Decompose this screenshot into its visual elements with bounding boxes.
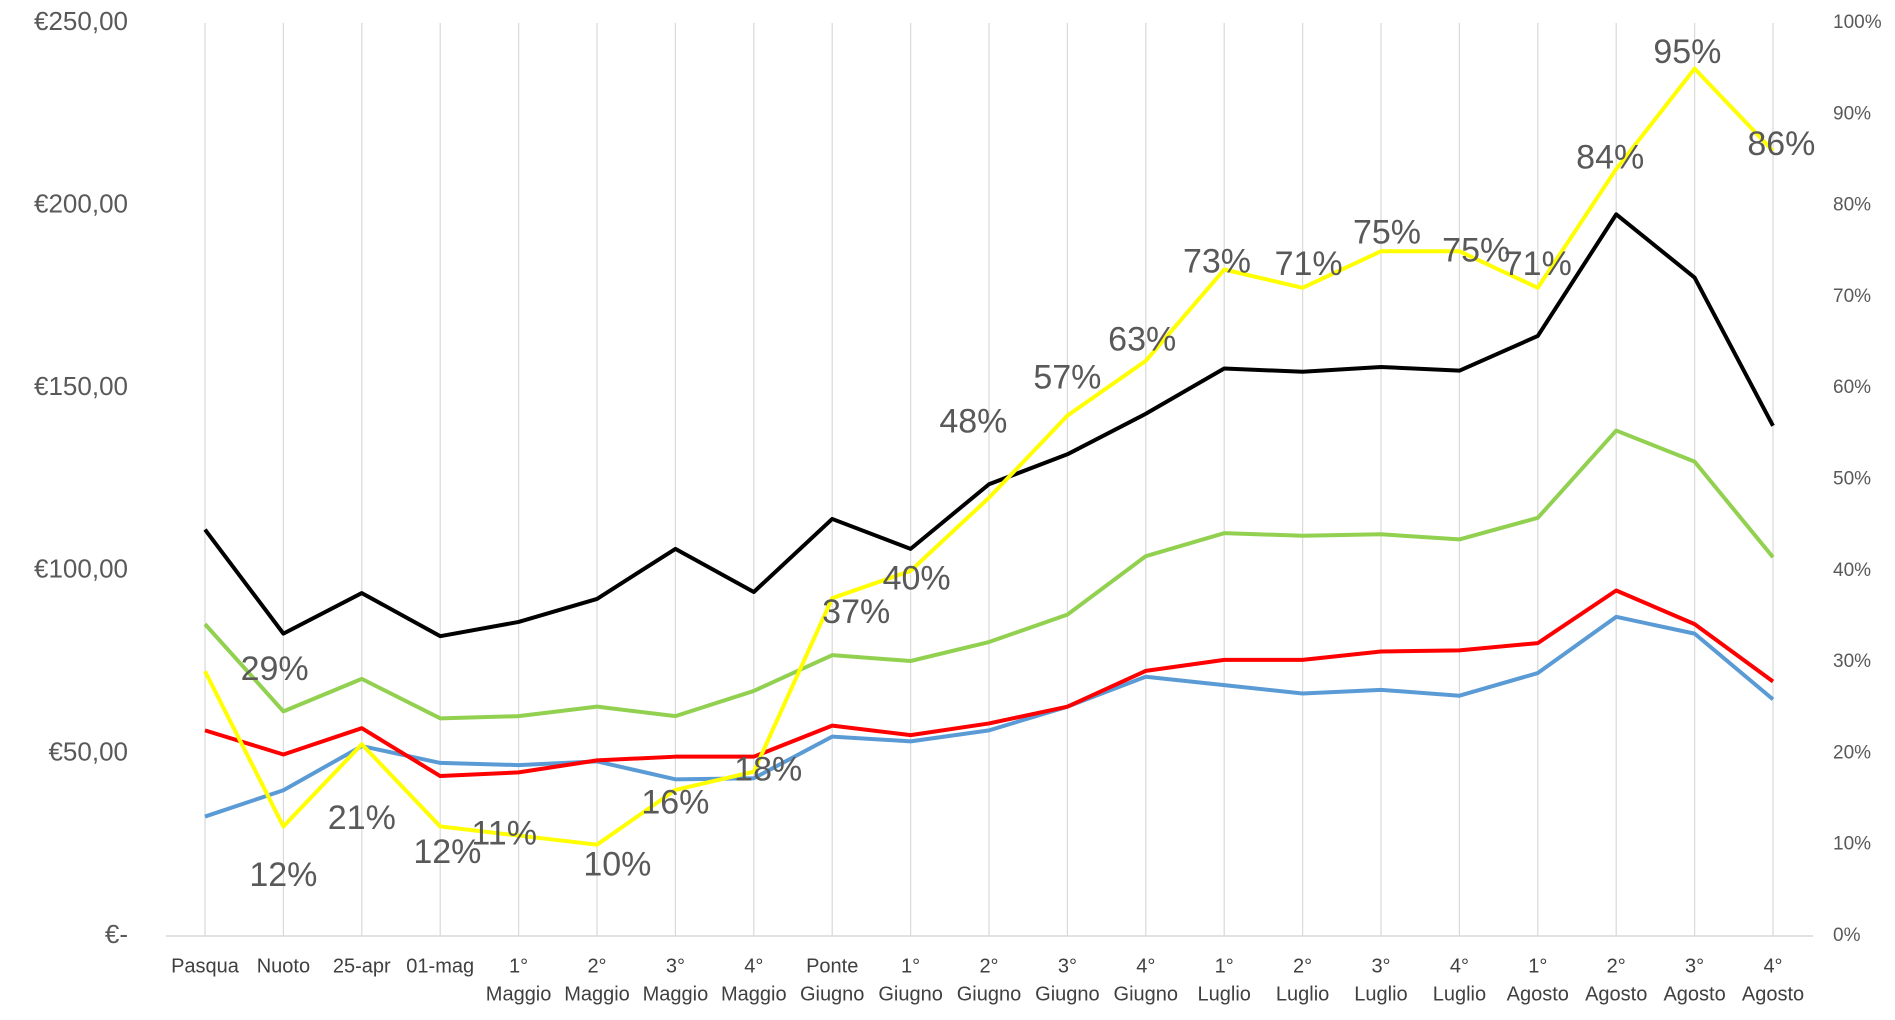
x-tick-label: 1° — [1215, 955, 1234, 977]
data-label: 57% — [1033, 359, 1101, 397]
x-tick-label: 3° — [1685, 955, 1704, 977]
x-tick-label: Luglio — [1276, 983, 1329, 1005]
x-tick-label: 01-mag — [406, 955, 474, 977]
data-label: 21% — [328, 799, 396, 837]
data-label: 71% — [1504, 245, 1572, 283]
data-label: 18% — [734, 751, 802, 789]
x-tick-label: Agosto — [1507, 983, 1569, 1005]
y2-tick-label: 10% — [1833, 834, 1871, 855]
data-label: 48% — [939, 402, 1007, 440]
series-line — [203, 428, 1775, 721]
x-tick-label: Giugno — [1114, 983, 1179, 1005]
x-tick-label: 2° — [1607, 955, 1626, 977]
x-tick-label: Ponte — [806, 955, 858, 977]
x-tick-label: Giugno — [957, 983, 1022, 1005]
data-label: 37% — [822, 593, 890, 631]
x-tick-label: Maggio — [643, 983, 709, 1005]
y2-tick-label: 40% — [1833, 560, 1871, 581]
y2-tick-label: 60% — [1833, 377, 1871, 398]
y2-tick-label: 70% — [1833, 286, 1871, 307]
x-tick-label: Luglio — [1354, 983, 1407, 1005]
x-tick-label: 4° — [1136, 955, 1155, 977]
y2-tick-label: 50% — [1833, 469, 1871, 490]
y2-tick-label: 80% — [1833, 195, 1871, 216]
y-tick-label: €- — [105, 919, 128, 949]
x-tick-label: 3° — [1371, 955, 1390, 977]
data-label: 71% — [1275, 245, 1343, 283]
x-tick-label: Maggio — [486, 983, 552, 1005]
y2-tick-label: 20% — [1833, 742, 1871, 763]
x-tick-label: Giugno — [878, 983, 943, 1005]
x-tick-label: 3° — [666, 955, 685, 977]
x-tick-label: Giugno — [1035, 983, 1100, 1005]
data-label: 86% — [1747, 125, 1815, 163]
data-label: 75% — [1442, 231, 1510, 269]
x-tick-label: Giugno — [800, 983, 865, 1005]
x-tick-label: 2° — [1293, 955, 1312, 977]
x-tick-label: Maggio — [721, 983, 787, 1005]
data-label: 12% — [413, 833, 481, 871]
x-tick-label: 1° — [901, 955, 920, 977]
x-tick-label: Pasqua — [171, 955, 240, 977]
x-tick-label: Agosto — [1742, 983, 1804, 1005]
x-tick-label: 2° — [979, 955, 998, 977]
x-tick-label: 2° — [587, 955, 606, 977]
series-line — [203, 212, 1775, 639]
data-label: 95% — [1653, 33, 1721, 71]
series-line — [204, 614, 1775, 819]
x-tick-label: 4° — [1763, 955, 1782, 977]
y-tick-label: €250,00 — [34, 6, 128, 36]
data-label: 63% — [1108, 321, 1176, 359]
x-tick-label: 1° — [1528, 955, 1547, 977]
x-tick-label: Luglio — [1198, 983, 1251, 1005]
series-line — [203, 66, 1775, 847]
x-tick-label: Agosto — [1585, 983, 1647, 1005]
y2-tick-label: 90% — [1833, 103, 1871, 124]
y2-tick-label: 100% — [1833, 12, 1882, 33]
y2-tick-label: 30% — [1833, 651, 1871, 672]
x-tick-label: Luglio — [1433, 983, 1486, 1005]
x-tick-label: 4° — [744, 955, 763, 977]
x-tick-label: 3° — [1058, 955, 1077, 977]
data-label: 10% — [583, 845, 651, 883]
x-tick-label: Nuoto — [257, 955, 310, 977]
x-tick-label: Agosto — [1663, 983, 1725, 1005]
data-label: 73% — [1183, 242, 1251, 280]
x-tick-label: 25-apr — [333, 955, 391, 977]
data-label: 40% — [883, 559, 951, 597]
y-tick-label: €50,00 — [48, 736, 128, 766]
data-label: 29% — [241, 650, 309, 688]
y-tick-label: €200,00 — [34, 188, 128, 218]
data-label: 75% — [1353, 213, 1421, 251]
series-line — [204, 588, 1775, 779]
x-tick-label: 4° — [1450, 955, 1469, 977]
y-tick-label: €150,00 — [34, 371, 128, 401]
x-tick-label: 1° — [509, 955, 528, 977]
data-label: 11% — [471, 815, 537, 853]
x-tick-label: Maggio — [564, 983, 630, 1005]
data-label: 12% — [249, 856, 317, 894]
y-tick-label: €100,00 — [34, 554, 128, 584]
data-label: 16% — [641, 783, 709, 821]
y2-tick-label: 0% — [1833, 925, 1861, 946]
data-label: 84% — [1576, 138, 1644, 176]
